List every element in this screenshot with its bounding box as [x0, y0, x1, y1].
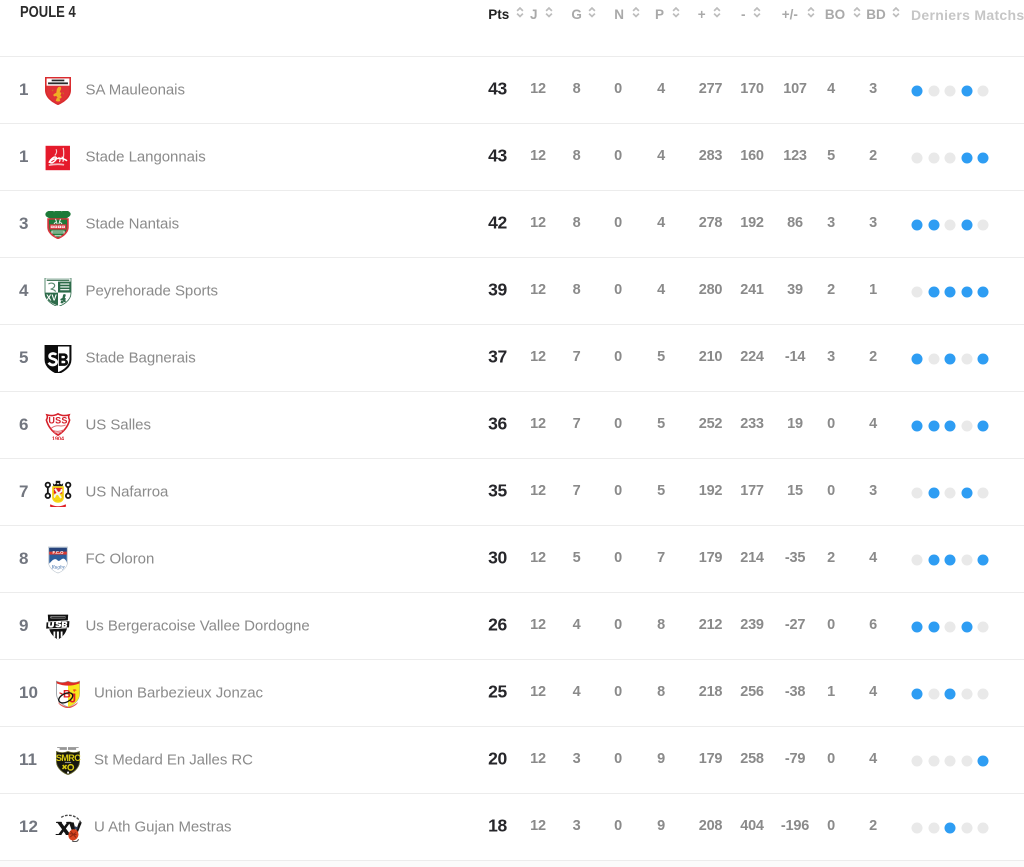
- svg-text:F.C.O: F.C.O: [53, 550, 65, 555]
- svg-text:J: J: [69, 691, 76, 705]
- svg-text:1904: 1904: [52, 437, 64, 440]
- svg-text:Rugby: Rugby: [51, 564, 66, 570]
- svg-text:B: B: [62, 688, 70, 700]
- svg-text:XV: XV: [46, 293, 57, 302]
- svg-text:SMRC: SMRC: [55, 753, 80, 763]
- svg-text:USS: USS: [48, 416, 67, 426]
